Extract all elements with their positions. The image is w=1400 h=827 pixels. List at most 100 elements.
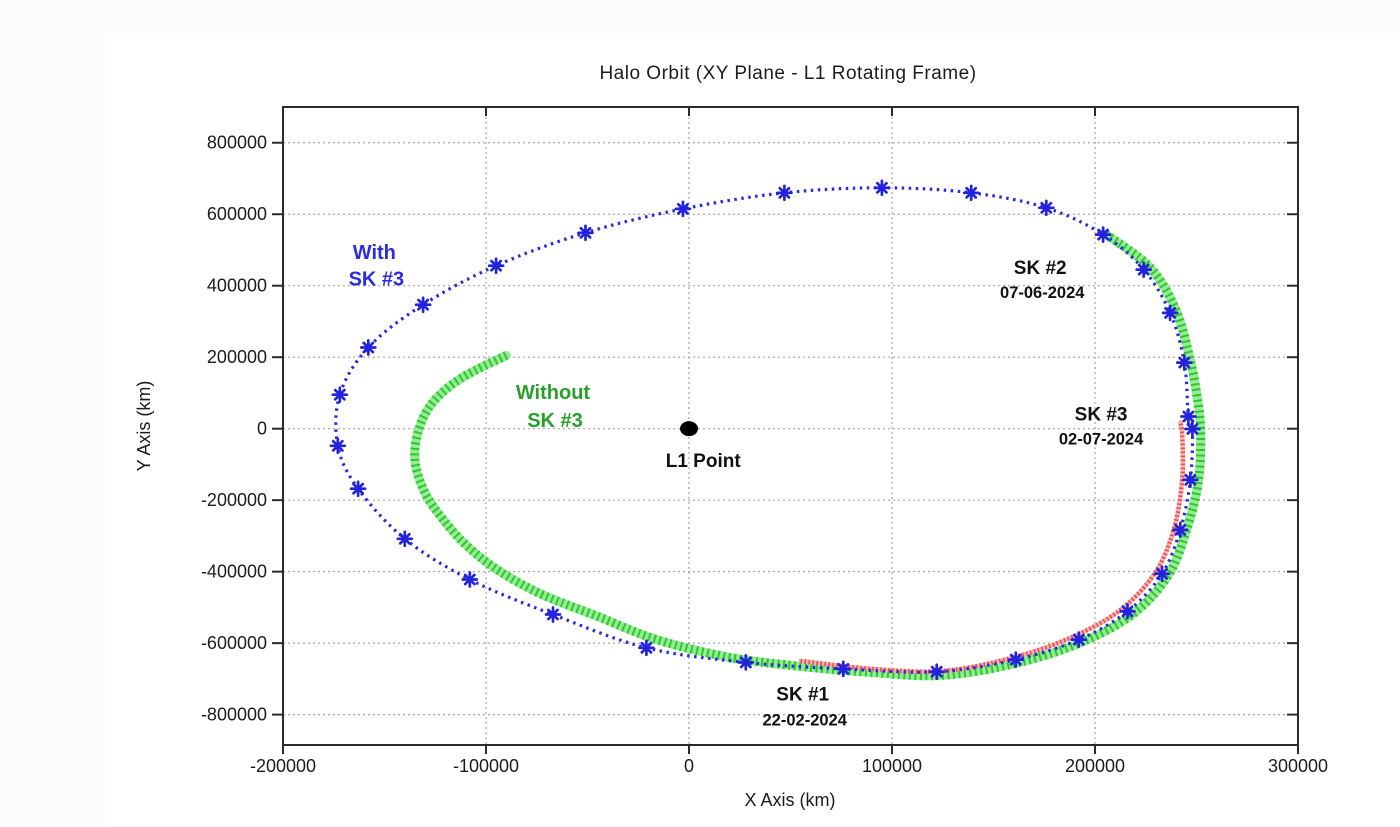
star-marker bbox=[737, 654, 755, 671]
star-marker bbox=[928, 663, 946, 681]
star-marker bbox=[544, 606, 562, 623]
y-tick-label: -600000 bbox=[201, 633, 267, 653]
star-marker bbox=[331, 386, 349, 404]
star-marker bbox=[487, 257, 505, 275]
star-stroke bbox=[1137, 263, 1150, 276]
star-marker bbox=[461, 571, 479, 588]
star-marker bbox=[1180, 408, 1197, 425]
marker-layer bbox=[329, 179, 1201, 681]
series-red-deviation-band bbox=[798, 419, 1186, 674]
star-stroke bbox=[362, 341, 375, 354]
star-marker bbox=[1094, 226, 1112, 243]
star-stroke bbox=[352, 482, 365, 495]
x-tick-label: 0 bbox=[684, 756, 694, 776]
star-marker bbox=[674, 200, 692, 218]
star-stroke bbox=[1182, 410, 1195, 423]
x-tick-label: -200000 bbox=[250, 756, 316, 776]
y-axis-label: Y Axis (km) bbox=[134, 381, 154, 472]
star-stroke bbox=[1097, 228, 1110, 241]
star-stroke bbox=[1009, 653, 1022, 666]
annotation-sk3-line1: 02-07-2024 bbox=[1059, 431, 1144, 449]
star-stroke bbox=[1164, 306, 1177, 319]
annotation-sk1-line0: SK #1 bbox=[776, 685, 829, 706]
star-marker bbox=[1007, 651, 1025, 668]
star-stroke bbox=[1072, 633, 1085, 646]
annotation-layer: With SK #3 Without SK #3 SK #2 07-06-2024 SK #… bbox=[349, 242, 1145, 730]
x-tick-label: -100000 bbox=[453, 756, 519, 776]
star-marker bbox=[1037, 199, 1055, 217]
annotation-sk1-line1: 22-02-2024 bbox=[763, 712, 848, 730]
star-stroke bbox=[333, 388, 346, 401]
star-stroke bbox=[331, 439, 344, 452]
x-tick-label: 200000 bbox=[1065, 756, 1125, 776]
y-tick-label: 200000 bbox=[207, 347, 267, 367]
annotation-without-sk3-line1: SK #3 bbox=[527, 410, 583, 432]
star-stroke bbox=[837, 662, 850, 675]
y-tick-label: -400000 bbox=[201, 562, 267, 582]
star-stroke bbox=[463, 573, 476, 586]
star-stroke bbox=[417, 298, 430, 311]
star-marker bbox=[873, 179, 891, 197]
star-marker bbox=[638, 639, 655, 657]
star-marker bbox=[1171, 521, 1189, 539]
star-stroke bbox=[875, 181, 888, 194]
star-stroke bbox=[1186, 423, 1199, 435]
star-marker bbox=[396, 530, 414, 548]
star-stroke bbox=[398, 532, 411, 545]
y-tick-label: -200000 bbox=[201, 490, 267, 510]
star-stroke bbox=[1174, 523, 1187, 536]
star-stroke bbox=[739, 656, 752, 669]
y-tick-label: 800000 bbox=[207, 133, 267, 153]
annotation-without-sk3-line0: Without bbox=[516, 382, 591, 404]
x-axis-label: X Axis (km) bbox=[744, 790, 835, 810]
x-tick-label: 100000 bbox=[862, 756, 922, 776]
star-marker bbox=[1153, 565, 1171, 583]
star-marker bbox=[962, 184, 980, 202]
star-stroke bbox=[490, 259, 503, 272]
star-stroke bbox=[676, 202, 689, 215]
x-tick-label: 300000 bbox=[1268, 756, 1328, 776]
star-stroke bbox=[1040, 201, 1053, 214]
star-stroke bbox=[778, 186, 791, 199]
star-marker bbox=[359, 339, 377, 356]
y-tick-label: 0 bbox=[257, 419, 267, 439]
star-stroke bbox=[579, 226, 592, 239]
tick-layer: -200000 -100000 0 100000 200000 300000 800000 6… bbox=[201, 107, 1328, 776]
star-marker bbox=[776, 184, 793, 202]
star-stroke bbox=[1156, 567, 1168, 580]
y-tick-label: 400000 bbox=[207, 276, 267, 296]
grid-layer bbox=[283, 107, 1298, 745]
star-marker bbox=[577, 224, 594, 242]
series-red-deviation-hatch bbox=[800, 421, 1186, 674]
star-stroke bbox=[547, 608, 559, 621]
star-marker bbox=[1135, 261, 1153, 278]
star-stroke bbox=[1184, 473, 1197, 486]
star-marker bbox=[834, 660, 852, 678]
annotation-l1-label-line0: L1 Point bbox=[666, 451, 742, 472]
star-marker bbox=[1182, 471, 1199, 489]
plot-border bbox=[282, 106, 1299, 746]
star-marker bbox=[1161, 304, 1179, 322]
star-marker bbox=[1175, 354, 1193, 371]
star-marker bbox=[329, 437, 347, 455]
star-marker bbox=[1184, 420, 1201, 438]
series-without-sk3-hatch bbox=[410, 230, 1206, 681]
l1-point-marker bbox=[680, 421, 698, 437]
annotation-sk2-line1: 07-06-2024 bbox=[1000, 284, 1085, 302]
y-tick-label: -800000 bbox=[201, 705, 267, 725]
star-marker bbox=[1070, 631, 1088, 648]
star-stroke bbox=[930, 665, 943, 678]
star-stroke bbox=[1178, 356, 1191, 369]
annotation-sk2-line0: SK #2 bbox=[1014, 258, 1067, 279]
annotation-sk3-line0: SK #3 bbox=[1075, 405, 1128, 426]
annotation-with-sk3-line0: With bbox=[353, 242, 396, 264]
star-stroke bbox=[1121, 605, 1134, 618]
annotation-with-sk3-line1: SK #3 bbox=[349, 269, 405, 291]
y-tick-label: 600000 bbox=[207, 204, 267, 224]
star-stroke bbox=[640, 641, 653, 654]
slide-white-panel bbox=[105, 33, 1400, 827]
chart-title: Halo Orbit (XY Plane - L1 Rotating Frame… bbox=[599, 63, 976, 84]
star-stroke bbox=[965, 186, 978, 199]
